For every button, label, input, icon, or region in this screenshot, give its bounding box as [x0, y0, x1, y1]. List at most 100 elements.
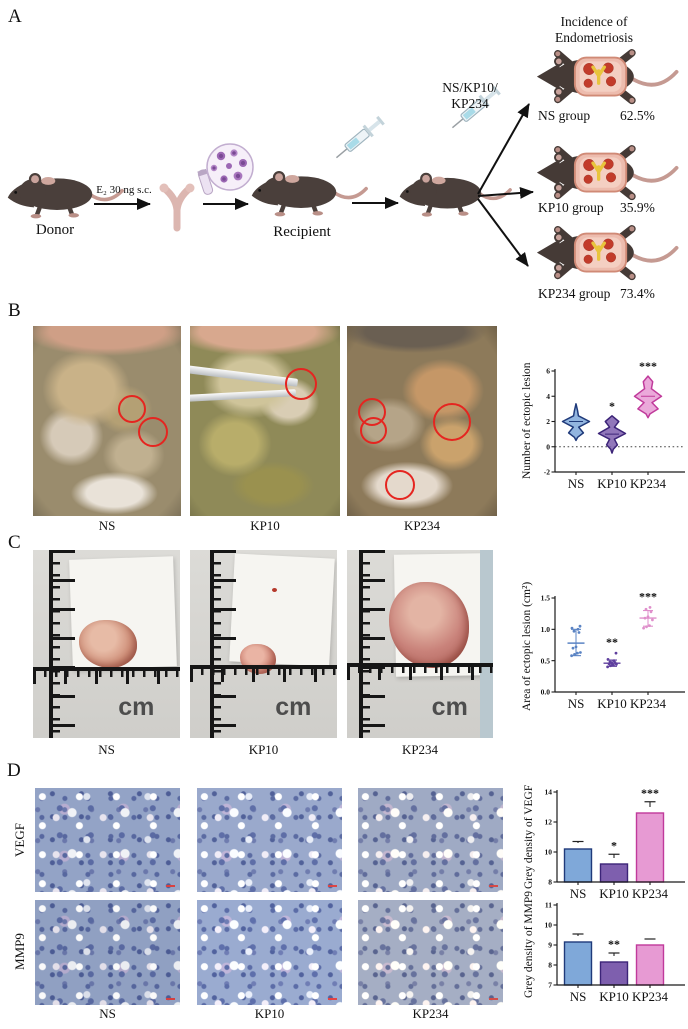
row-label-vegf: VEGF: [12, 823, 27, 857]
violin-chart-ylabel: Number of ectopic lesion: [521, 362, 533, 480]
svg-text:***: ***: [639, 589, 657, 603]
ihc-mmp9-ns: [35, 900, 180, 1005]
svg-text:0.5: 0.5: [541, 656, 551, 665]
lesion-circle: [385, 470, 415, 500]
lesion-circle: [433, 403, 471, 441]
scale-bar-icon: [328, 998, 337, 1000]
svg-text:***: ***: [639, 359, 657, 373]
svg-text:NS: NS: [570, 989, 587, 1004]
cm-unit-label: cm: [275, 692, 312, 721]
col-label-kp10: KP10: [254, 1006, 285, 1021]
svg-text:4: 4: [546, 392, 550, 401]
forceps: [190, 389, 297, 402]
vegf-chart-ylabel: Grey density of VEGF: [523, 784, 535, 890]
ectopic-lesion-area-scatter-chart: 0.0 0.5 1.0 1.5 NS KP10 KP234 ** ***: [538, 585, 688, 720]
svg-text:1.5: 1.5: [541, 594, 551, 603]
kp234-group-incidence: 73.4%: [620, 286, 655, 301]
photo-label-kp10: KP10: [250, 518, 280, 533]
ihc-vegf-kp10: [197, 788, 342, 892]
svg-text:KP10: KP10: [597, 696, 627, 711]
lesion-specimen: [389, 582, 469, 668]
svg-text:1.0: 1.0: [541, 625, 551, 634]
ihc-vegf-kp234: [358, 788, 503, 892]
injection-treatments-label: NS/KP10/ KP234: [442, 80, 498, 111]
svg-text:KP234: KP234: [632, 886, 669, 901]
svg-text:KP234: KP234: [630, 696, 667, 711]
scatter-chart-ylabel: Area of ectopic lesion (cm²): [521, 581, 533, 711]
svg-text:*: *: [611, 838, 617, 852]
recipient-mouse: [252, 171, 366, 216]
svg-text:KP10: KP10: [599, 886, 629, 901]
svg-text:7: 7: [548, 981, 552, 990]
svg-text:8: 8: [548, 878, 552, 887]
row-label-mmp9: MMP9: [12, 933, 27, 971]
scale-bar-icon: [166, 998, 175, 1000]
ns-group-incidence: 62.5%: [620, 108, 655, 123]
svg-text:NS: NS: [570, 886, 587, 901]
kp234-group-mouse: [537, 226, 677, 278]
svg-text:-2: -2: [544, 468, 550, 477]
vegf-grey-density-bar-chart: 8 10 12 14 NS KP10 KP234 * ***: [540, 780, 688, 904]
svg-text:NS: NS: [568, 476, 585, 491]
col-label-ns: NS: [99, 1006, 116, 1021]
kp10-group-incidence: 35.9%: [620, 200, 655, 215]
svg-text:KP234: KP234: [632, 989, 669, 1004]
ihc-mmp9-kp10: [197, 900, 342, 1005]
svg-text:KP10: KP10: [599, 989, 629, 1004]
ruler-icon: [49, 550, 75, 738]
svg-text:*: *: [609, 399, 615, 413]
panel-d-label: D: [7, 760, 21, 781]
ihc-vegf-ns: [35, 788, 180, 892]
lesion-circle: [360, 417, 387, 444]
ruler-icon: [347, 663, 493, 680]
incidence-title: Incidence of Endometriosis: [555, 14, 633, 45]
svg-text:11: 11: [545, 901, 552, 910]
svg-text:2: 2: [546, 417, 550, 426]
kp234-group-label: KP234 group: [538, 286, 611, 301]
lesion-specimen: [79, 620, 137, 668]
tray-edge: [480, 550, 493, 738]
cm-unit-label: cm: [118, 692, 155, 721]
recipient-label: Recipient: [273, 224, 331, 240]
svg-text:12: 12: [545, 818, 553, 827]
ruler-icon: [210, 550, 236, 738]
mmp9-grey-density-bar-chart: 7 8 9 10 11 NS KP10 KP234 **: [540, 893, 688, 1025]
svg-text:**: **: [608, 937, 620, 951]
uterus-icon: [159, 183, 195, 232]
gross-photo-kp234: [347, 326, 497, 516]
cm-unit-label: cm: [431, 692, 468, 721]
svg-text:KP10: KP10: [597, 476, 627, 491]
svg-text:6: 6: [546, 367, 550, 376]
lesion-circle: [118, 395, 146, 423]
mmp9-chart-ylabel: Grey density of MMP9: [523, 890, 535, 998]
kp10-group-label: KP10 group: [538, 200, 604, 215]
svg-text:KP234: KP234: [630, 476, 667, 491]
panel-c-label: C: [8, 532, 21, 553]
ns-group-label: NS group: [538, 108, 591, 123]
gross-photo-kp10: [190, 326, 340, 516]
svg-text:**: **: [606, 635, 618, 649]
lesion-circle: [138, 417, 168, 447]
svg-text:10: 10: [545, 921, 553, 930]
svg-text:NS: NS: [568, 696, 585, 711]
scale-bar-icon: [489, 885, 498, 887]
scale-bar-icon: [489, 998, 498, 1000]
panel-b-label: B: [8, 300, 21, 321]
photo-label-kp234: KP234: [403, 518, 441, 533]
lesion-photo-ns: cm: [33, 550, 180, 738]
svg-text:***: ***: [641, 786, 659, 800]
lesion-circle: [285, 368, 317, 400]
col-label-kp234: KP234: [412, 1006, 449, 1021]
scale-bar-icon: [166, 885, 175, 887]
lesion-photo-kp10: cm: [190, 550, 337, 738]
svg-text:0: 0: [546, 442, 550, 451]
ruler-icon: [33, 667, 180, 684]
ns-group-mouse: [537, 50, 677, 102]
photo-label-kp10: KP10: [248, 742, 279, 757]
photo-label-ns: NS: [98, 518, 116, 533]
svg-text:0.0: 0.0: [541, 688, 551, 697]
photo-label-kp234: KP234: [401, 742, 439, 757]
syringe-icon: [331, 113, 387, 164]
gross-photo-ns: [33, 326, 181, 516]
